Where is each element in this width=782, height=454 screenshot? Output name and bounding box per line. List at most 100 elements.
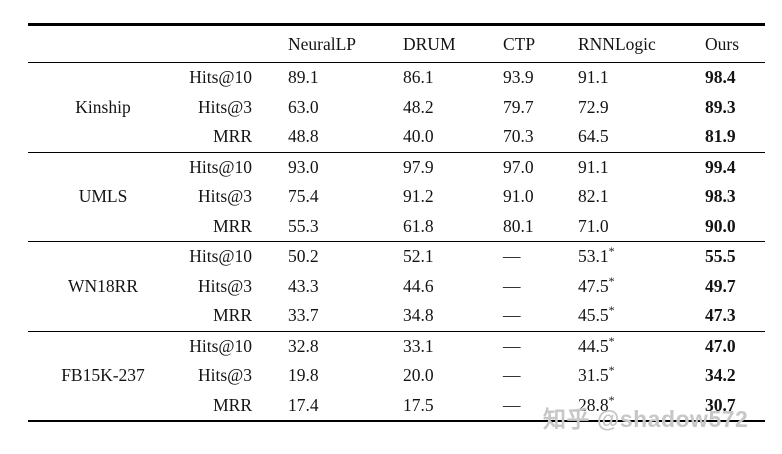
group-umls: UMLS Hits@10 93.0 97.9 97.0 91.1 99.4 Hi… xyxy=(28,151,765,242)
rnnlogic-value: 64.5 xyxy=(578,126,609,147)
cell-ours: 49.7 xyxy=(705,275,736,296)
table-row: UMLS Hits@10 93.0 97.9 97.0 91.1 99.4 xyxy=(28,151,765,242)
header-rnnlogic: RNNLogic xyxy=(578,24,705,63)
cell-ours: 47.3 xyxy=(705,305,736,326)
results-table: NeuralLP DRUM CTP RNNLogic Ours Kinship … xyxy=(28,23,765,422)
metric-label: MRR xyxy=(213,305,252,326)
cell-neurallp: 17.4 xyxy=(288,394,319,415)
metric-label: Hits@10 xyxy=(178,330,252,361)
cell-drum: 40.0 xyxy=(403,126,434,147)
dataset-label: WN18RR xyxy=(28,241,178,331)
cell-ctp: 91.0 xyxy=(503,186,534,207)
table-row: MRR 33.7 34.8 — 45.5* 47.3 xyxy=(28,301,765,331)
significance-star: * xyxy=(608,333,615,348)
cell-neurallp: 48.8 xyxy=(288,126,319,147)
rnnlogic-value: 53.1 xyxy=(578,246,609,267)
cell-ours: 98.3 xyxy=(705,186,736,207)
cell-drum: 97.9 xyxy=(403,151,503,182)
cell-drum: 91.2 xyxy=(403,186,434,207)
table-row: MRR 48.8 40.0 70.3 64.5 81.9 xyxy=(28,122,765,152)
cell-rnnlogic: 82.1 xyxy=(578,182,705,212)
cell-rnnlogic: 44.5* xyxy=(578,330,705,361)
significance-star: * xyxy=(608,273,615,288)
table-row: Hits@3 63.0 48.2 79.7 72.9 89.3 xyxy=(28,93,765,123)
cell-ours: 34.2 xyxy=(705,365,736,386)
cell-rnnlogic: 91.1 xyxy=(578,63,705,93)
group-kinship: Kinship Hits@10 89.1 86.1 93.9 91.1 98.4… xyxy=(28,63,765,153)
significance-star: * xyxy=(608,303,615,318)
cell-drum: 17.5 xyxy=(403,394,434,415)
table-row: MRR 55.3 61.8 80.1 71.0 90.0 xyxy=(28,212,765,242)
cell-drum: 52.1 xyxy=(403,241,503,272)
cell-neurallp: 75.4 xyxy=(288,186,319,207)
cell-neurallp: 32.8 xyxy=(252,330,403,361)
cell-ours: 98.4 xyxy=(705,67,736,88)
header-metric xyxy=(178,24,252,63)
cell-ours: 99.4 xyxy=(705,151,765,182)
cell-ctp: — xyxy=(503,365,521,386)
rnnlogic-value: 91.1 xyxy=(578,67,609,88)
cell-rnnlogic: 28.8* xyxy=(578,391,705,422)
cell-ctp: — xyxy=(503,394,521,415)
cell-drum: 86.1 xyxy=(403,67,434,88)
results-table-container: NeuralLP DRUM CTP RNNLogic Ours Kinship … xyxy=(28,23,765,422)
rnnlogic-value: 71.0 xyxy=(578,215,609,236)
dataset-label: UMLS xyxy=(28,151,178,242)
zhihu-watermark: 知乎 @shadow572 xyxy=(543,406,749,432)
cell-drum: 48.2 xyxy=(403,96,434,117)
header-neurallp: NeuralLP xyxy=(252,24,403,63)
metric-label: Hits@10 xyxy=(178,151,252,182)
cell-ours: 47.0 xyxy=(705,330,765,361)
rnnlogic-value: 31.5 xyxy=(578,365,609,386)
cell-neurallp: 55.3 xyxy=(288,215,319,236)
cell-ctp: 70.3 xyxy=(503,126,534,147)
cell-rnnlogic: 71.0 xyxy=(578,212,705,242)
cell-ours: 90.0 xyxy=(705,215,736,236)
cell-neurallp: 43.3 xyxy=(288,275,319,296)
table-row: Hits@3 43.3 44.6 — 47.5* 49.7 xyxy=(28,272,765,302)
metric-label: Hits@3 xyxy=(197,96,252,117)
significance-star: * xyxy=(608,392,615,407)
table-row: FB15K-237 Hits@10 32.8 33.1 — 44.5* 47.0 xyxy=(28,330,765,421)
cell-drum: 44.6 xyxy=(403,275,434,296)
significance-star: * xyxy=(608,363,615,378)
table-row: MRR 17.4 17.5 — 28.8* 30.7 xyxy=(28,391,765,422)
metric-label: MRR xyxy=(213,126,252,147)
cell-ctp: 79.7 xyxy=(503,96,534,117)
cell-ctp: 80.1 xyxy=(503,215,534,236)
cell-rnnlogic: 72.9 xyxy=(578,93,705,123)
cell-rnnlogic: 91.1 xyxy=(578,151,705,182)
cell-ours: 55.5 xyxy=(705,241,765,272)
cell-drum: 34.8 xyxy=(403,305,434,326)
dataset-label: Kinship xyxy=(75,96,131,117)
table-row: Hits@3 19.8 20.0 — 31.5* 34.2 xyxy=(28,361,765,391)
cell-rnnlogic: 45.5* xyxy=(578,301,705,331)
rnnlogic-value: 44.5 xyxy=(578,335,609,356)
cell-ctp: — xyxy=(503,330,578,361)
cell-neurallp: 89.1 xyxy=(288,67,319,88)
rnnlogic-value: 45.5 xyxy=(578,305,609,326)
cell-drum: 61.8 xyxy=(403,215,434,236)
cell-rnnlogic: 64.5 xyxy=(578,122,705,152)
cell-neurallp: 63.0 xyxy=(288,96,319,117)
table-row: WN18RR Hits@10 50.2 52.1 — 53.1* 55.5 xyxy=(28,241,765,331)
cell-drum: 20.0 xyxy=(403,365,434,386)
cell-neurallp: 19.8 xyxy=(288,365,319,386)
metric-label: Hits@10 xyxy=(178,241,252,272)
rnnlogic-value: 72.9 xyxy=(578,96,609,117)
header-ours: Ours xyxy=(705,24,765,63)
cell-neurallp: 50.2 xyxy=(252,241,403,272)
metric-label: Hits@3 xyxy=(197,365,252,386)
metric-label: MRR xyxy=(213,394,252,415)
metric-label: Hits@3 xyxy=(197,186,252,207)
dataset-label: FB15K-237 xyxy=(28,330,178,421)
cell-rnnlogic: 47.5* xyxy=(578,272,705,302)
rnnlogic-value: 82.1 xyxy=(578,186,609,207)
cell-rnnlogic: 53.1* xyxy=(578,241,705,272)
cell-ours: 30.7 xyxy=(705,394,736,415)
cell-rnnlogic: 31.5* xyxy=(578,361,705,391)
cell-ctp: — xyxy=(503,241,578,272)
cell-ours: 81.9 xyxy=(705,126,736,147)
rnnlogic-value: 28.8 xyxy=(578,394,609,415)
group-fb15k-237: FB15K-237 Hits@10 32.8 33.1 — 44.5* 47.0… xyxy=(28,330,765,422)
